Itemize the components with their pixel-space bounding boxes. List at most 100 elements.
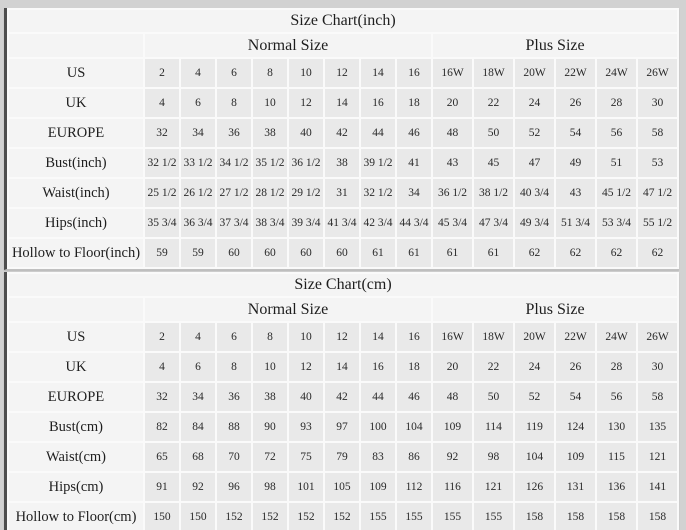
table-cell: 35 3/4 [145,209,179,237]
table-cell: 42 3/4 [361,209,395,237]
table-cell: 105 [325,473,359,501]
table-cell: 32 1/2 [361,179,395,207]
table-cell: 155 [433,503,472,530]
table-cell: 16 [397,323,431,351]
table-cell: 53 3/4 [597,209,636,237]
table-cell: 18W [474,59,513,87]
table-cell: 10 [289,59,323,87]
table-cell: 75 [289,443,323,471]
table-cell: 59 [145,239,179,267]
table-cell: 28 [597,353,636,381]
table-cell: 44 [361,119,395,147]
row-label: EUROPE [9,383,143,411]
table-cell: 20 [433,353,472,381]
table-cell: 72 [253,443,287,471]
table-cell: 60 [289,239,323,267]
table-cell: 8 [253,323,287,351]
table-row: Waist(cm) 65 68 70 72 75 79 83 86 92 98 104 109 115 12… [9,443,678,471]
table-cell: 49 3/4 [515,209,554,237]
table-cell: 65 [145,443,179,471]
table-cell: 130 [597,413,636,441]
table-title: Size Chart(inch) [9,10,678,32]
table-cell: 4 [181,323,215,351]
table-cell: 61 [361,239,395,267]
table-cell: 45 1/2 [597,179,636,207]
table-cell: 83 [361,443,395,471]
table-cell: 96 [217,473,251,501]
table-cell: 51 3/4 [556,209,595,237]
table-cell: 4 [145,353,179,381]
table-cell: 47 3/4 [474,209,513,237]
row-label: UK [9,89,143,117]
row-label: Bust(cm) [9,413,143,441]
table-cell: 12 [325,323,359,351]
column-group-normal-size: Normal Size [145,298,431,321]
table-cell: 35 1/2 [253,149,287,177]
corner-cell [9,298,143,321]
table-cell: 34 [181,383,215,411]
table-cell: 38 [253,119,287,147]
table-cell: 48 [433,383,472,411]
table-cell: 58 [638,119,678,147]
table-cell: 131 [556,473,595,501]
table-cell: 98 [253,473,287,501]
table-cell: 52 [515,119,554,147]
table-cell: 34 [397,179,431,207]
table-cell: 24W [597,323,636,351]
table-cell: 6 [217,59,251,87]
table-cell: 6 [181,353,215,381]
table-cell: 84 [181,413,215,441]
table-cell: 46 [397,119,431,147]
table-cell: 61 [397,239,431,267]
table-cell: 92 [181,473,215,501]
column-group-normal-size: Normal Size [145,34,431,57]
table-cell: 93 [289,413,323,441]
table-cell: 43 [433,149,472,177]
table-cell: 52 [515,383,554,411]
table-cell: 59 [181,239,215,267]
table-cell: 44 [361,383,395,411]
table-cell: 36 [217,119,251,147]
table-cell: 24 [515,89,554,117]
table-cell: 62 [515,239,554,267]
table-cell: 25 1/2 [145,179,179,207]
table-cell: 44 3/4 [397,209,431,237]
table-cell: 26 1/2 [181,179,215,207]
table-cell: 2 [145,323,179,351]
table-cell: 58 [638,383,678,411]
table-cell: 32 1/2 [145,149,179,177]
table-cell: 47 1/2 [638,179,678,207]
table-row: Hips(inch) 35 3/4 36 3/4 37 3/4 38 3/4 39 3/4… [9,209,678,237]
table-row: EUROPE 32 34 36 38 40 42 44 46 48 50 52 54 56 58 [9,119,678,147]
table-cell: 22 [474,89,513,117]
table-cell: 54 [556,119,595,147]
table-cell: 41 3/4 [325,209,359,237]
table-cell: 126 [515,473,554,501]
table-cell: 6 [217,323,251,351]
table-cell: 31 [325,179,359,207]
column-group-plus-size: Plus Size [433,298,678,321]
table-row: Hollow to Floor(inch) 59 59 60 60 60 60 61 61 61 6… [9,239,678,267]
table-title-row: Size Chart(cm) [9,274,678,296]
table-cell: 135 [638,413,678,441]
table-cell: 51 [597,149,636,177]
table-cell: 61 [433,239,472,267]
table-cell: 14 [325,89,359,117]
table-cell: 115 [597,443,636,471]
table-cell: 50 [474,383,513,411]
table-cell: 47 [515,149,554,177]
table-cell: 8 [217,89,251,117]
table-row: UK 4 6 8 10 12 14 16 18 20 22 24 26 28 30 [9,353,678,381]
table-cell: 158 [597,503,636,530]
table-cell: 39 1/2 [361,149,395,177]
table-cell: 116 [433,473,472,501]
table-cell: 16W [433,323,472,351]
table-cell: 40 [289,119,323,147]
row-label: Hollow to Floor(cm) [9,503,143,530]
table-cell: 28 [597,89,636,117]
table-cell: 32 [145,119,179,147]
table-cell: 10 [253,89,287,117]
table-cell: 4 [145,89,179,117]
table-cell: 36 [217,383,251,411]
